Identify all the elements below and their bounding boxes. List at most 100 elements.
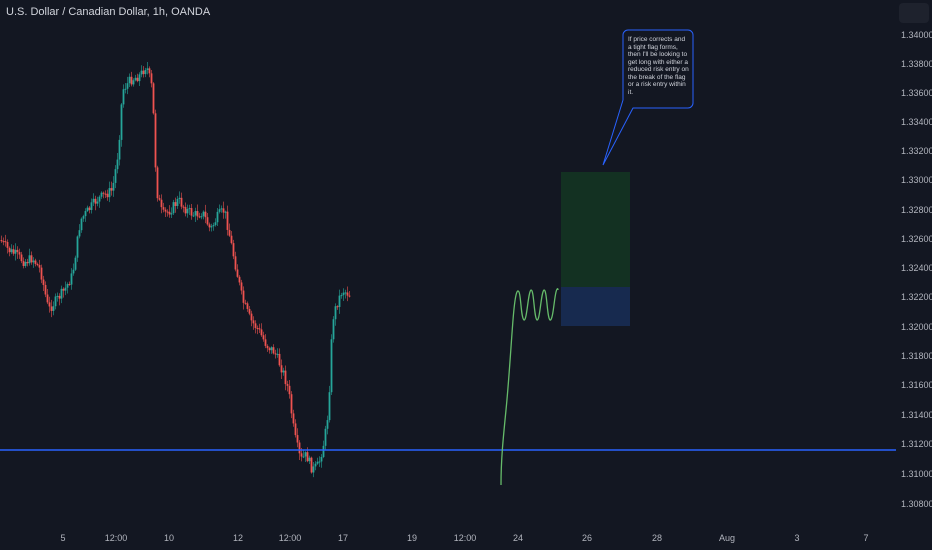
candle-body	[144, 69, 147, 75]
candle-body	[16, 249, 19, 253]
candle-body	[202, 211, 205, 217]
time-label: 12	[232, 533, 244, 543]
time-label: 12:00	[453, 533, 477, 543]
candle-body	[110, 188, 113, 191]
candle-body	[246, 303, 249, 309]
time-axis[interactable]	[0, 528, 896, 550]
candle-body	[260, 329, 263, 336]
candle-body	[208, 224, 211, 228]
candle-body	[54, 296, 57, 307]
candle-body	[136, 77, 139, 82]
candle-body	[56, 295, 59, 297]
candle-body	[198, 216, 201, 218]
candle-body	[166, 211, 169, 213]
candle-body	[58, 295, 61, 299]
candle-body	[210, 226, 213, 228]
candle-body	[112, 182, 115, 191]
candle-body	[204, 211, 207, 218]
candle-body	[156, 167, 159, 199]
candle-body	[36, 264, 39, 266]
candles-group	[0, 61, 351, 478]
candle-body	[0, 240, 3, 242]
candle-body	[300, 453, 303, 457]
candle-body	[322, 445, 325, 457]
candle-body	[98, 196, 101, 202]
candle-body	[22, 261, 25, 266]
candle-body	[172, 202, 175, 214]
annotation-callout-text: If price corrects and a tight flag forms…	[628, 36, 689, 96]
candle-body	[184, 207, 187, 214]
candle-body	[4, 241, 7, 243]
candle-body	[336, 306, 339, 308]
candle-body	[256, 327, 259, 329]
candle-body	[116, 159, 119, 170]
candle-body	[68, 284, 71, 286]
candle-body	[14, 249, 17, 254]
target-profit-zone[interactable]	[561, 172, 630, 287]
candle-body	[190, 208, 193, 216]
candle-body	[308, 457, 311, 462]
candle-body	[230, 235, 233, 244]
candle-body	[214, 222, 217, 226]
candle-body	[76, 236, 79, 258]
candle-body	[200, 216, 203, 218]
candle-body	[284, 370, 287, 385]
time-label: 28	[651, 533, 663, 543]
candle-body	[72, 269, 75, 274]
price-label: 1.31000	[901, 469, 932, 479]
time-label: 26	[581, 533, 593, 543]
candle-body	[236, 269, 239, 277]
candle-body	[134, 77, 137, 81]
annotation-callout-box[interactable]	[622, 29, 694, 109]
price-label: 1.31600	[901, 380, 932, 390]
candle-body	[78, 230, 81, 237]
price-label: 1.31800	[901, 351, 932, 361]
candle-body	[34, 260, 37, 265]
chart-area[interactable]	[0, 0, 896, 528]
candle-body	[320, 456, 323, 462]
candle-body	[24, 261, 27, 266]
time-label: 3	[794, 533, 800, 543]
candle-body	[346, 292, 349, 296]
candle-body	[60, 288, 63, 299]
time-label: 5	[60, 533, 66, 543]
price-label: 1.32000	[901, 322, 932, 332]
candle-body	[28, 255, 31, 264]
candle-body	[272, 347, 275, 354]
time-label: 12:00	[278, 533, 302, 543]
price-axis-top-button[interactable]	[899, 3, 929, 23]
candle-body	[302, 456, 305, 458]
candle-body	[80, 218, 83, 231]
price-label: 1.31200	[901, 439, 932, 449]
candle-body	[226, 211, 229, 230]
time-label: 7	[863, 533, 869, 543]
candle-body	[122, 89, 125, 105]
price-label: 1.32600	[901, 234, 932, 244]
symbol-title[interactable]: U.S. Dollar / Canadian Dollar, 1h, OANDA	[6, 6, 211, 18]
candle-body	[218, 209, 221, 212]
candle-body	[282, 370, 285, 373]
candle-body	[286, 384, 289, 386]
candle-body	[86, 207, 89, 212]
candle-body	[48, 302, 51, 307]
candle-body	[344, 292, 347, 294]
candle-body	[106, 193, 109, 198]
candle-body	[96, 201, 99, 204]
candle-body	[222, 208, 225, 213]
candle-body	[248, 308, 251, 314]
candle-body	[232, 243, 235, 257]
time-label: 12:00	[104, 533, 128, 543]
candle-body	[250, 313, 253, 321]
candle-body	[340, 295, 343, 297]
candle-body	[150, 73, 153, 84]
candle-body	[252, 320, 255, 324]
candle-body	[32, 260, 35, 263]
stop-risk-zone[interactable]	[561, 287, 630, 326]
price-chart[interactable]	[0, 0, 896, 528]
time-label: 10	[163, 533, 175, 543]
candle-body	[206, 217, 209, 225]
projected-price-path[interactable]	[500, 288, 559, 486]
candle-body	[188, 208, 191, 210]
price-label: 1.33400	[901, 117, 932, 127]
candle-body	[64, 287, 67, 291]
